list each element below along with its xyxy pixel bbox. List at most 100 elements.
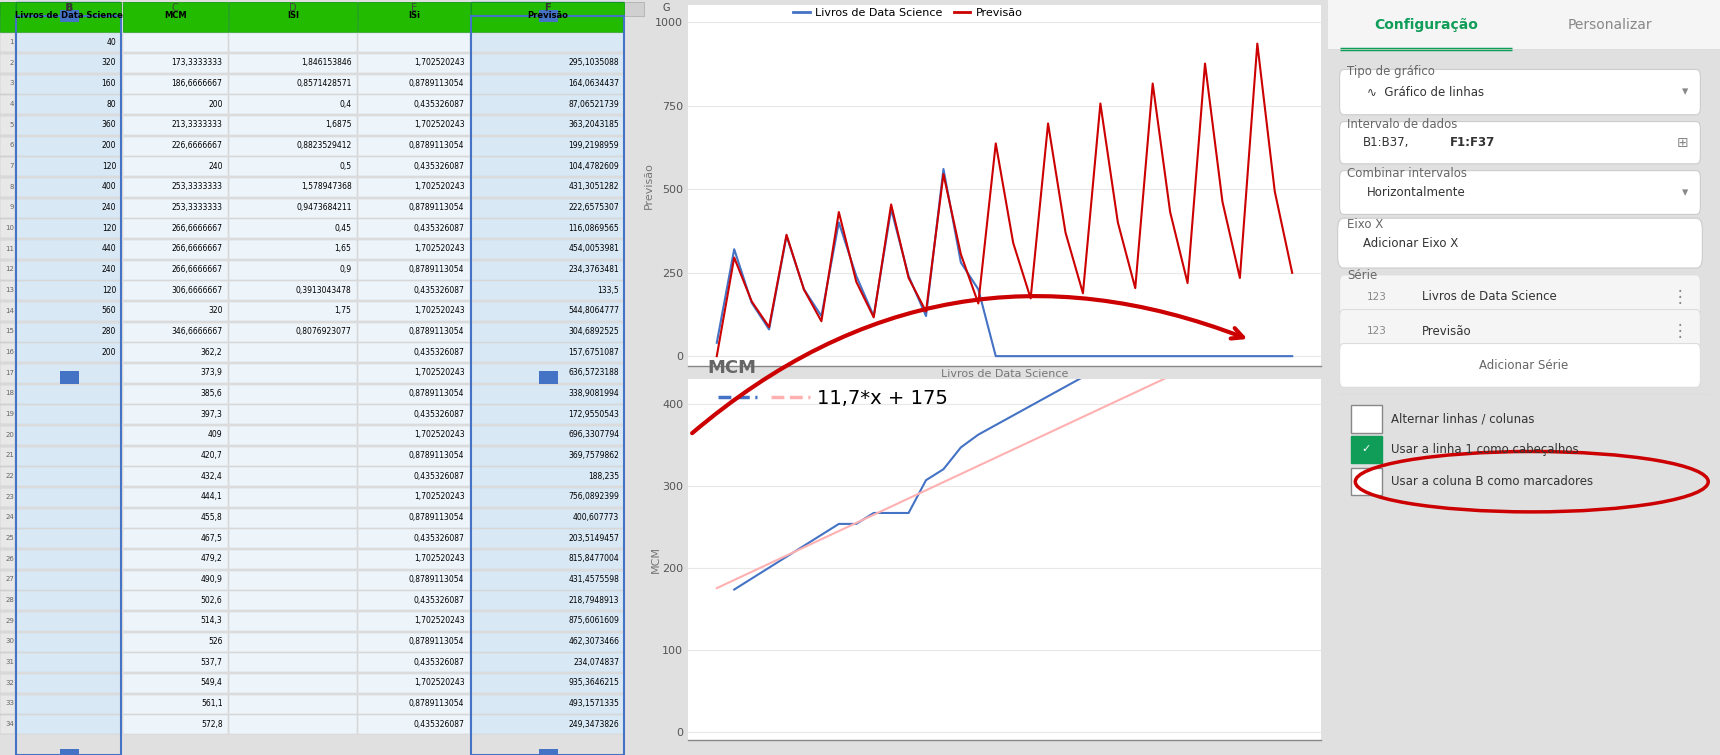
Text: 213,3333333: 213,3333333	[172, 120, 222, 129]
Text: 1,702520243: 1,702520243	[415, 307, 464, 315]
Text: 104,4782609: 104,4782609	[568, 162, 619, 171]
Bar	[471, 157, 624, 177]
Text: 0,9473684211: 0,9473684211	[296, 203, 351, 212]
Text: 560: 560	[101, 307, 115, 315]
Text: 0,8789113054: 0,8789113054	[409, 699, 464, 708]
Bar	[229, 322, 356, 342]
Text: ∿  Gráfico de linhas: ∿ Gráfico de linhas	[1367, 85, 1484, 99]
Text: 186,6666667: 186,6666667	[172, 79, 222, 88]
Bar	[358, 715, 470, 735]
Bar	[471, 260, 624, 279]
Previsão	[1073, 288, 1094, 297]
Livros de Data Science	[1073, 352, 1094, 361]
Bar	[471, 405, 624, 424]
Text: 440: 440	[101, 244, 115, 253]
Bar	[471, 467, 624, 486]
Text: 0,435326087: 0,435326087	[413, 534, 464, 543]
Bar	[122, 344, 227, 362]
FancyBboxPatch shape	[1340, 310, 1701, 353]
Bar	[358, 695, 470, 713]
Text: 544,8064777: 544,8064777	[568, 307, 619, 315]
Text: 0,8789113054: 0,8789113054	[409, 327, 464, 336]
Bar	[358, 260, 470, 279]
Text: 1,702520243: 1,702520243	[415, 430, 464, 439]
Livros de Data Science	[898, 271, 918, 280]
Text: 26: 26	[5, 556, 14, 562]
Bar	[471, 509, 624, 528]
Text: 295,1035088: 295,1035088	[569, 58, 619, 67]
Previsão	[724, 253, 745, 262]
Text: Adicionar Eixo X: Adicionar Eixo X	[1364, 236, 1459, 250]
Text: 24: 24	[5, 514, 14, 520]
Text: 8: 8	[10, 183, 14, 190]
Text: 549,4: 549,4	[201, 678, 222, 687]
Bar	[229, 509, 356, 528]
Text: 32: 32	[5, 680, 14, 686]
Legend: , 11,7*x + 175: , 11,7*x + 175	[710, 381, 956, 416]
Text: 320: 320	[101, 58, 115, 67]
Text: 306,6666667: 306,6666667	[172, 285, 222, 294]
Text: ▾: ▾	[1682, 186, 1689, 199]
Bar	[122, 612, 227, 631]
Text: 935,3646215: 935,3646215	[568, 678, 619, 687]
Bar	[15, 260, 120, 279]
Bar	[538, 749, 557, 755]
Bar	[15, 240, 120, 259]
FancyBboxPatch shape	[1350, 468, 1381, 495]
Bar	[15, 674, 120, 693]
Livros de Data Science	[759, 325, 779, 334]
Bar	[60, 749, 79, 755]
FancyArrowPatch shape	[691, 296, 1244, 433]
Text: 0,8076923077: 0,8076923077	[296, 327, 351, 336]
Text: 409: 409	[208, 430, 222, 439]
Bar	[358, 95, 470, 114]
Text: 226,6666667: 226,6666667	[172, 141, 222, 150]
Bar	[471, 33, 624, 52]
Text: 21: 21	[5, 452, 14, 458]
Bar	[0, 695, 15, 713]
Text: 133,5: 133,5	[597, 285, 619, 294]
Previsão	[1176, 279, 1197, 288]
Text: 199,2198959: 199,2198959	[569, 141, 619, 150]
Bar	[358, 281, 470, 300]
Text: 27: 27	[5, 576, 14, 582]
Text: 454,0053981: 454,0053981	[568, 244, 619, 253]
Text: 636,5723188: 636,5723188	[569, 368, 619, 378]
FancyBboxPatch shape	[1340, 171, 1701, 214]
Livros de Data Science	[776, 231, 796, 240]
Bar	[15, 116, 120, 135]
Bar	[122, 281, 227, 300]
Bar	[229, 426, 356, 445]
Text: 4: 4	[10, 101, 14, 107]
Text: 1,6875: 1,6875	[325, 120, 351, 129]
Text: 431,4575598: 431,4575598	[568, 575, 619, 584]
Text: 28: 28	[5, 597, 14, 603]
Livros de Data Science	[1003, 352, 1023, 361]
Text: 30: 30	[5, 638, 14, 644]
Text: 432,4: 432,4	[201, 472, 222, 480]
Bar	[122, 509, 227, 528]
Livros de Data Science	[1090, 352, 1111, 361]
Text: 2: 2	[10, 60, 14, 66]
Bar	[229, 591, 356, 610]
Bar	[229, 2, 356, 32]
Text: 420,7: 420,7	[201, 451, 222, 460]
Bar	[229, 54, 356, 73]
Text: 561,1: 561,1	[201, 699, 222, 708]
Text: 537,7: 537,7	[201, 658, 222, 667]
Text: 266,6666667: 266,6666667	[172, 223, 222, 233]
Bar	[358, 240, 470, 259]
Bar	[122, 157, 227, 177]
Text: 25: 25	[5, 535, 14, 541]
Bar	[538, 371, 557, 384]
Bar	[1328, 0, 1720, 49]
Bar	[229, 488, 356, 507]
Bar	[122, 571, 227, 590]
Previsão	[812, 316, 832, 325]
Bar	[358, 633, 470, 652]
Text: 0,435326087: 0,435326087	[413, 472, 464, 480]
Text: 266,6666667: 266,6666667	[172, 265, 222, 274]
Bar	[122, 446, 227, 466]
Bar	[15, 302, 120, 321]
Previsão	[1247, 39, 1268, 48]
